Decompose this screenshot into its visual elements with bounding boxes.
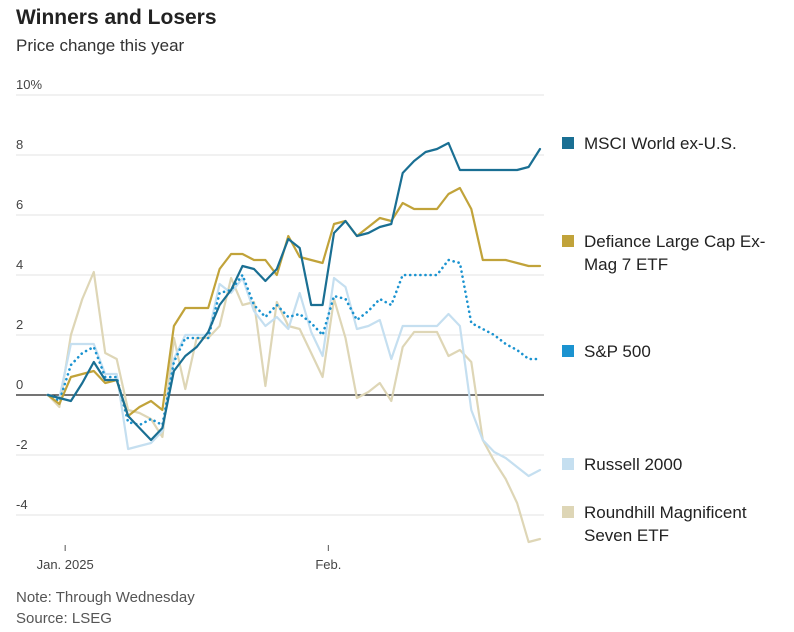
y-tick-label: -4 xyxy=(16,497,28,512)
legend-label: MSCI World ex-U.S. xyxy=(584,134,737,153)
series-lines xyxy=(46,141,542,544)
legend-swatch xyxy=(562,506,574,518)
legend-item: MSCI World ex-U.S. xyxy=(562,134,737,153)
y-tick-label: -2 xyxy=(16,437,28,452)
chart-note: Note: Through Wednesday xyxy=(16,589,195,606)
legend-label: Mag 7 ETF xyxy=(584,255,668,274)
legend-label: Roundhill Magnificent xyxy=(584,503,747,522)
axes: 10% 8 6 4 2 0 -2 -4 Jan. 2025 Feb. xyxy=(16,77,544,572)
x-tick-label: Jan. 2025 xyxy=(37,557,94,572)
series-line-defiance-large-cap-ex-mag-7-etf xyxy=(46,186,542,418)
legend-item: Russell 2000 xyxy=(562,455,682,474)
legend-swatch xyxy=(562,137,574,149)
y-tick-label: 6 xyxy=(16,197,23,212)
grid-lines xyxy=(16,94,544,516)
y-tick-label: 8 xyxy=(16,137,23,152)
legend-swatch xyxy=(562,345,574,357)
chart-title: Winners and Losers xyxy=(16,6,217,29)
series-line-roundhill-magnificent-seven-etf xyxy=(46,270,542,544)
legend-item: Defiance Large Cap Ex- Mag 7 ETF xyxy=(562,232,765,274)
legend: Roundhill Magnificent Seven ETF Russell 20… xyxy=(562,134,765,545)
legend-swatch xyxy=(562,235,574,247)
legend-item: S&P 500 xyxy=(562,342,651,361)
y-tick-label: 4 xyxy=(16,257,23,272)
legend-label: Defiance Large Cap Ex- xyxy=(584,232,765,251)
chart-subtitle: Price change this year xyxy=(16,36,185,55)
legend-label: Seven ETF xyxy=(584,526,669,545)
series-line-msci-world-ex-u-s xyxy=(46,141,542,442)
legend-label: Russell 2000 xyxy=(584,455,682,474)
y-tick-label: 2 xyxy=(16,317,23,332)
legend-label: S&P 500 xyxy=(584,342,651,361)
y-tick-label: 0 xyxy=(16,377,23,392)
legend-item: Roundhill Magnificent Seven ETF xyxy=(562,503,747,545)
series-line-russell-2000 xyxy=(46,276,542,478)
x-tick-label: Feb. xyxy=(315,557,341,572)
series-line-s-p-500 xyxy=(46,258,542,427)
legend-swatch xyxy=(562,458,574,470)
chart-source: Source: LSEG xyxy=(16,610,112,627)
y-tick-label: 10% xyxy=(16,77,42,92)
